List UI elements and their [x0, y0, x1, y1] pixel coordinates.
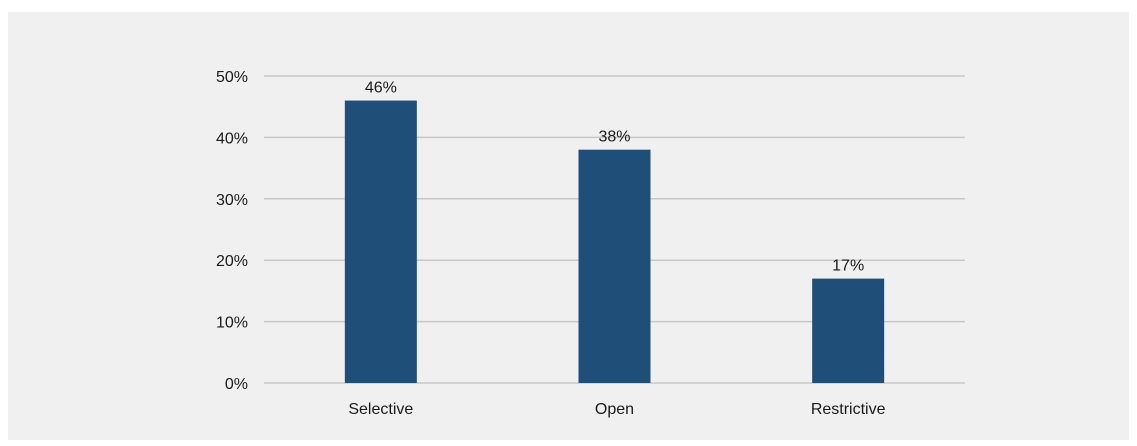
data-label-selective: 46%	[365, 80, 397, 97]
x-axis-ticks: Selective Open Restrictive	[348, 401, 885, 418]
y-tick-label: 0%	[225, 376, 248, 393]
data-label-open: 38%	[598, 129, 630, 146]
y-axis-ticks: 0% 10% 20% 30% 40% 50%	[216, 69, 248, 393]
y-tick-label: 40%	[216, 130, 248, 147]
bar-selective	[344, 100, 417, 383]
data-label-restrictive: 17%	[832, 258, 864, 275]
x-tick-label-selective: Selective	[348, 401, 413, 418]
y-tick-label: 30%	[216, 192, 248, 209]
data-labels: 46% 38% 17%	[365, 80, 864, 275]
y-tick-label: 10%	[216, 315, 248, 332]
y-tick-label: 20%	[216, 253, 248, 270]
x-tick-label-restrictive: Restrictive	[811, 401, 886, 418]
bar-restrictive	[812, 278, 885, 383]
chart-panel	[8, 12, 1129, 440]
x-tick-label-open: Open	[595, 401, 634, 418]
bars	[344, 100, 885, 383]
y-tick-label: 50%	[216, 69, 248, 86]
bar-open	[578, 149, 651, 383]
